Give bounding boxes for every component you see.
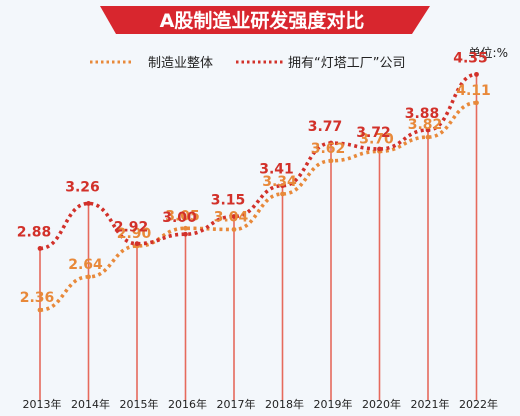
value-label-series-2-8: 3.72	[356, 125, 391, 141]
point-series-2-2014年	[86, 201, 91, 206]
x-axis: 2013年 2014年 2015年 2016年 2017年 2018年 2019年 2020年…	[23, 397, 499, 411]
x-tick-label-4: 2016年	[168, 397, 207, 411]
value-label-series-2-6: 3.41	[259, 162, 294, 178]
point-series-2-2013年	[37, 246, 43, 251]
x-tick-label-5: 2017年	[217, 397, 256, 411]
point-series-2-2022年	[474, 71, 479, 77]
value-label-series-1-6: 3.34	[262, 174, 297, 190]
title-bar: A股制造业研发强度对比	[100, 6, 430, 34]
value-label-series-1-10: 4.11	[456, 83, 491, 99]
series-line-1	[39, 101, 477, 312]
x-tick-label-9: 2021年	[411, 397, 450, 411]
point-series-2-2018年	[280, 183, 285, 189]
legend-label-series-2: 拥有“灯塔工厂”公司	[288, 56, 405, 71]
point-series-1-2021年	[425, 134, 431, 140]
stems	[39, 74, 478, 400]
value-label-series-1-1: 2.36	[20, 290, 55, 306]
unit-label: 单位:%	[469, 45, 508, 60]
value-label-series-2-5: 3.15	[211, 192, 246, 208]
point-series-1-2014年	[86, 274, 91, 280]
series-lines	[37, 71, 479, 313]
point-series-1-2022年	[474, 100, 479, 106]
value-label-series-2-4: 3.00	[162, 210, 197, 226]
value-label-series-1-9: 3.82	[408, 117, 443, 133]
x-tick-label-1: 2013年	[23, 397, 62, 411]
point-series-1-2018年	[280, 191, 285, 197]
point-series-2-2017年	[231, 214, 237, 219]
title-band	[100, 6, 430, 34]
point-series-2-2021年	[425, 127, 431, 133]
series-line-2	[39, 72, 477, 251]
value-label-series-2-10: 4.35	[453, 50, 488, 66]
chart-title: A股制造业研发强度对比	[160, 9, 365, 32]
value-label-series-2-9: 3.88	[405, 106, 440, 122]
x-tick-label-7: 2019年	[314, 397, 353, 411]
value-label-series-1-8: 3.70	[359, 131, 394, 147]
value-label-series-1-3: 2.90	[117, 226, 152, 242]
point-series-2-2016年	[183, 231, 188, 237]
x-tick-label-8: 2020年	[362, 397, 401, 411]
value-label-series-1-5: 3.04	[214, 209, 249, 225]
point-series-2-2015年	[134, 241, 140, 247]
value-label-series-2-7: 3.77	[308, 119, 343, 135]
value-label-series-1-2: 2.64	[68, 257, 103, 273]
point-series-1-2013年	[37, 307, 43, 313]
point-series-1-2019年	[328, 158, 334, 164]
value-label-series-2-3: 2.92	[114, 220, 149, 236]
legend: 制造业整体 拥有“灯塔工厂”公司	[90, 56, 405, 71]
point-series-1-2016年	[183, 225, 188, 231]
value-label-series-1-4: 3.05	[165, 208, 200, 224]
value-label-series-1-7: 3.62	[311, 141, 346, 157]
x-tick-label-6: 2018年	[265, 397, 304, 411]
x-tick-label-2: 2014年	[71, 397, 110, 411]
value-labels: 2.36 2.64 2.90 3.05 3.04 3.34 3.62 3.70 3.82 4.11…	[17, 50, 491, 306]
x-tick-label-3: 2015年	[120, 397, 159, 411]
point-series-1-2017年	[231, 227, 237, 232]
point-series-2-2020年	[377, 146, 382, 152]
value-label-series-2-2: 3.26	[65, 179, 100, 195]
legend-label-series-1: 制造业整体	[148, 56, 213, 71]
x-tick-label-10: 2022年	[459, 397, 498, 411]
value-label-series-2-1: 2.88	[17, 224, 52, 240]
point-series-2-2019年	[328, 140, 334, 146]
